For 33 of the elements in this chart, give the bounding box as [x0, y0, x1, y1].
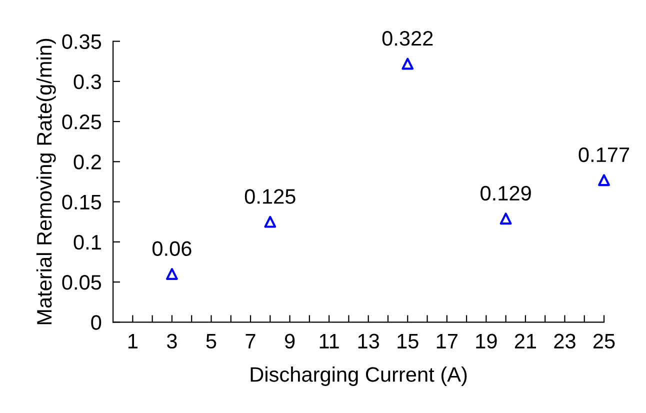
- data-label: 0.322: [382, 31, 433, 46]
- data-label: 0.125: [244, 189, 296, 204]
- y-tick-label: 0.2: [74, 154, 101, 170]
- y-tick-label: 0.05: [62, 275, 102, 290]
- data-label: 0.177: [578, 147, 630, 162]
- x-tick-label: 3: [166, 334, 177, 349]
- x-tick-label: 5: [206, 334, 216, 349]
- point: [402, 58, 414, 70]
- x-tick-label: 9: [284, 334, 295, 349]
- point: [598, 174, 610, 186]
- x-tick-label: 13: [358, 334, 380, 349]
- x-tick-label: 17: [436, 334, 458, 348]
- point: [500, 212, 512, 225]
- x-tick-label: 25: [593, 334, 615, 349]
- x-tick-label: 7: [246, 334, 256, 348]
- y-tick-label: 0.25: [62, 114, 102, 130]
- x-tick-label: 19: [476, 334, 497, 349]
- y-tick-label: 0: [91, 315, 102, 330]
- x-tick-label: 15: [398, 334, 418, 349]
- x-tick-label: 23: [554, 334, 576, 349]
- x-axis-title: Discharging Current (A): [250, 366, 467, 386]
- y-tick-label: 0.1: [74, 234, 101, 250]
- data-label: 0.129: [480, 186, 531, 201]
- x-tick-label: 1: [128, 334, 138, 348]
- x-tick-label: 21: [514, 334, 536, 348]
- point: [166, 268, 178, 280]
- data-label: 0.06: [152, 241, 192, 256]
- y-tick-label: 0.15: [62, 194, 102, 210]
- y-tick-label: 0.35: [62, 34, 102, 50]
- point: [264, 216, 276, 228]
- y-tick-label: 0.3: [74, 74, 102, 90]
- x-tick-label: 11: [320, 334, 339, 348]
- y-axis-title: Material Removing Rate(g/min): [36, 38, 56, 324]
